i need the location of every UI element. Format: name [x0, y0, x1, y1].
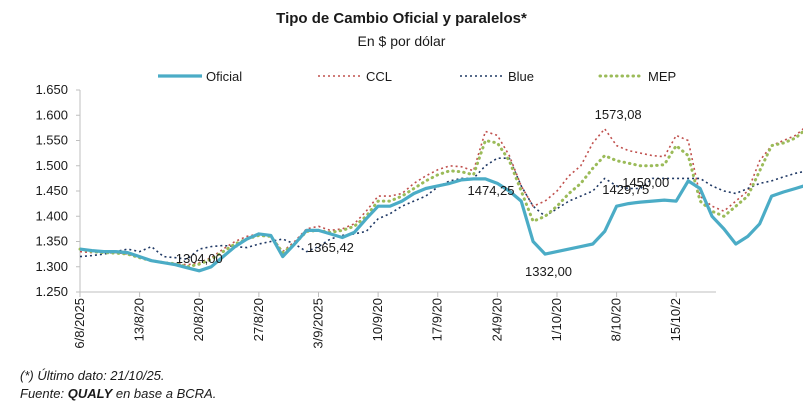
- data-label: 1573,08: [595, 107, 642, 122]
- chart-subtitle: En $ por dólar: [357, 33, 446, 49]
- y-tick-label: 1.500: [35, 158, 68, 173]
- y-tick-label: 1.250: [35, 284, 68, 299]
- series-line-blue: [79, 157, 803, 261]
- legend: Oficial CCL Blue MEP: [158, 69, 676, 84]
- series-line-ccl: [79, 128, 803, 266]
- axes: 1.250 1.300 1.350 1.400 1.450 1.500 1.550 1.600…: [35, 82, 716, 349]
- data-label: 1304,00: [176, 251, 223, 266]
- x-tick-label: 13/8/20: [132, 298, 147, 341]
- x-tick-label: 17/9/20: [430, 298, 445, 341]
- legend-label-ccl: CCL: [366, 69, 392, 84]
- data-label: 1332,00: [525, 264, 572, 279]
- series-line-oficial: [79, 177, 803, 273]
- legend-label-blue: Blue: [508, 69, 534, 84]
- y-tick-label: 1.350: [35, 234, 68, 249]
- legend-label-oficial: Oficial: [206, 69, 242, 84]
- series-line-mep: [78, 129, 803, 269]
- footnote: (*) Último dato: 21/10/25.: [20, 368, 165, 383]
- data-label: 1450,00: [622, 175, 669, 190]
- x-tick-label: 27/8/20: [251, 298, 266, 341]
- y-tick-label: 1.450: [35, 183, 68, 198]
- y-tick-label: 1.650: [35, 82, 68, 97]
- y-tick-label: 1.600: [35, 107, 68, 122]
- source-brand: QUALY: [67, 386, 113, 401]
- data-labels: 1304,00 1365,42 1474,25 1332,00 1573,08 1429,…: [176, 107, 669, 279]
- x-tick-label: 1/10/20: [549, 298, 564, 341]
- x-tick-label: 20/8/20: [191, 298, 206, 341]
- x-tick-label: 6/8/2025: [72, 298, 87, 349]
- x-tick-label: 8/10/20: [609, 298, 624, 341]
- x-tick-label: 15/10/2: [668, 298, 683, 341]
- y-tick-label: 1.550: [35, 133, 68, 148]
- series-layer: [78, 128, 803, 273]
- source-suffix: en base a BCRA.: [112, 386, 217, 401]
- chart-title: Tipo de Cambio Oficial y paralelos*: [276, 10, 527, 27]
- source-prefix: Fuente:: [20, 386, 68, 401]
- y-tick-label: 1.300: [35, 259, 68, 274]
- x-tick-label: 10/9/20: [370, 298, 385, 341]
- data-label: 1474,25: [468, 183, 515, 198]
- x-tick-label: 3/9/2025: [310, 298, 325, 349]
- data-label: 1365,42: [307, 240, 354, 255]
- x-tick-label: 24/9/20: [489, 298, 504, 341]
- legend-label-mep: MEP: [648, 69, 676, 84]
- data-label: 1429,75: [602, 182, 649, 197]
- y-tick-label: 1.400: [35, 208, 68, 223]
- source-note: Fuente: QUALY en base a BCRA.: [20, 386, 216, 401]
